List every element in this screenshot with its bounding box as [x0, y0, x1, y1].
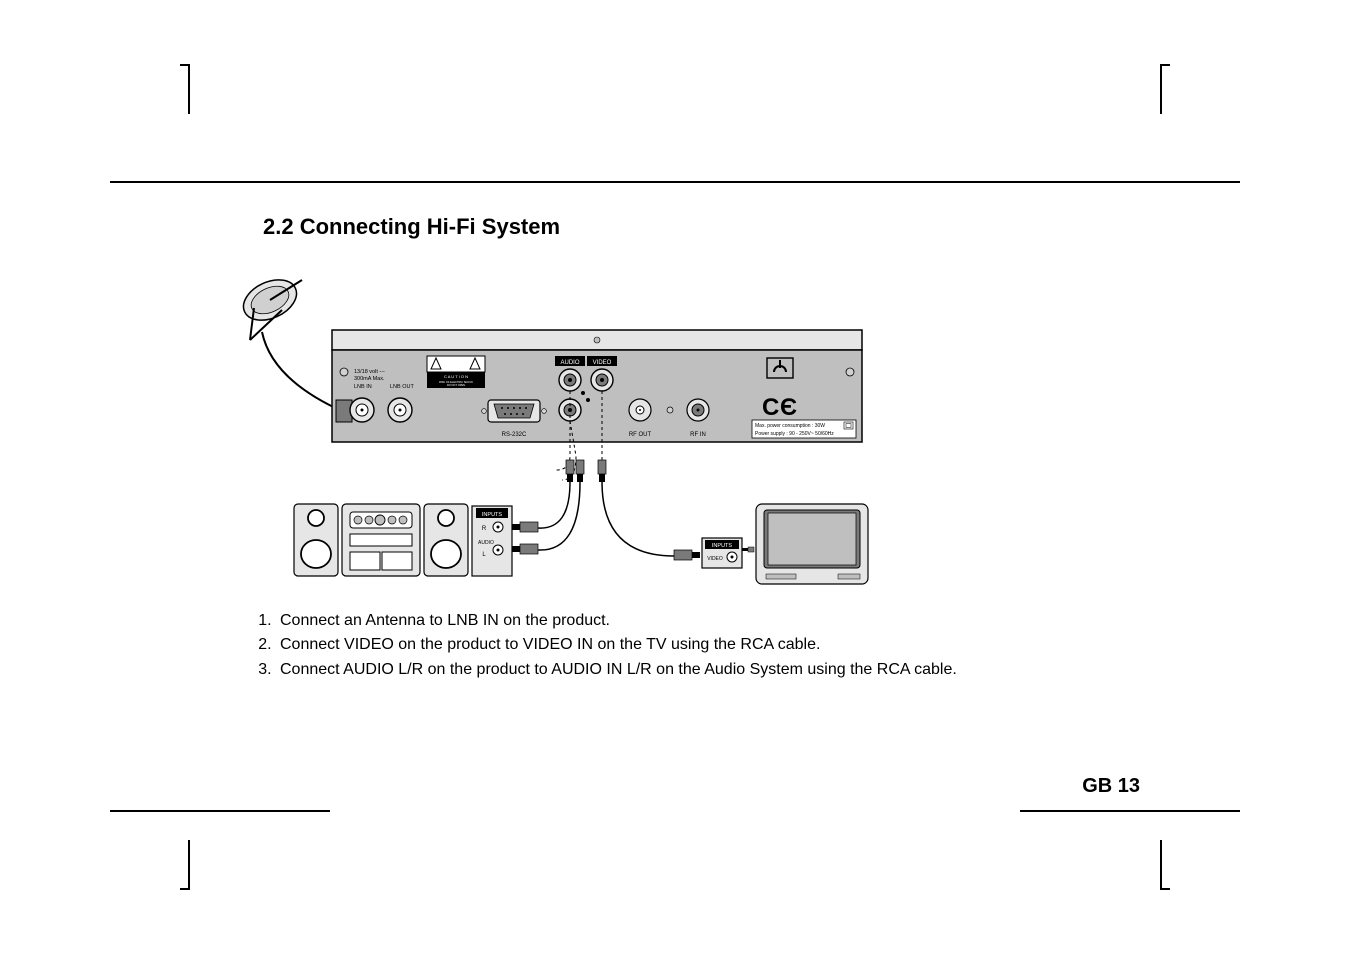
svg-text:VIDEO: VIDEO [707, 556, 723, 562]
svg-text:Power supply : 90 - 250V~ 50/6: Power supply : 90 - 250V~ 50/60Hz [755, 431, 834, 437]
svg-text:R: R [482, 526, 487, 532]
lnb-out-port [388, 398, 412, 422]
svg-text:AUDIO: AUDIO [478, 540, 494, 546]
crop-mark [1160, 64, 1162, 114]
svg-text:RF OUT: RF OUT [629, 432, 652, 438]
svg-text:DO NOT OPEN: DO NOT OPEN [447, 383, 465, 387]
instruction-list: Connect an Antenna to LNB IN on the prod… [248, 610, 957, 683]
svg-text:13/18 volt ---: 13/18 volt --- [354, 369, 385, 375]
svg-text:Max. power consumption : 30W: Max. power consumption : 30W [755, 423, 825, 429]
crop-mark [188, 840, 190, 890]
svg-text:INPUTS: INPUTS [712, 543, 733, 549]
svg-text:RS-232C: RS-232C [502, 432, 527, 438]
tv-set: INPUTS VIDEO [702, 504, 868, 584]
step-3: Connect AUDIO L/R on the product to AUDI… [276, 659, 957, 681]
power-label: Max. power consumption : 30W Power suppl… [752, 420, 856, 438]
section-heading: 2.2 Connecting Hi-Fi System [263, 214, 560, 240]
footer-rule-left [110, 810, 330, 812]
crop-mark [1160, 840, 1162, 890]
svg-text:LNB IN: LNB IN [354, 384, 372, 390]
satellite-dish-icon [237, 272, 344, 412]
svg-text:VIDEO: VIDEO [593, 360, 612, 366]
svg-text:AUDIO: AUDIO [560, 360, 579, 366]
svg-text:INPUTS: INPUTS [482, 512, 503, 518]
hifi-system: INPUTS R AUDIO L [294, 504, 512, 576]
connection-diagram: C A U T I O N RISK OF ELECTRIC SHOCK DO … [232, 260, 882, 590]
footer-rule-right [1020, 810, 1240, 812]
svg-text:300mA Max.: 300mA Max. [354, 376, 385, 382]
svg-text:RF IN: RF IN [690, 432, 706, 438]
header-rule [110, 181, 1240, 183]
crop-mark [188, 64, 190, 114]
step-2: Connect VIDEO on the product to VIDEO IN… [276, 634, 957, 656]
svg-text:C A U T I O N: C A U T I O N [444, 374, 468, 379]
svg-text:LNB OUT: LNB OUT [390, 384, 414, 390]
receiver-rear-panel: C A U T I O N RISK OF ELECTRIC SHOCK DO … [332, 330, 862, 442]
page-number: GB 13 [1082, 775, 1140, 798]
svg-text:Є: Є [780, 394, 797, 421]
svg-text:C: C [762, 394, 779, 421]
ce-mark-icon: C Є [762, 394, 797, 421]
lnb-in-port [336, 398, 374, 422]
step-1: Connect an Antenna to LNB IN on the prod… [276, 610, 957, 632]
